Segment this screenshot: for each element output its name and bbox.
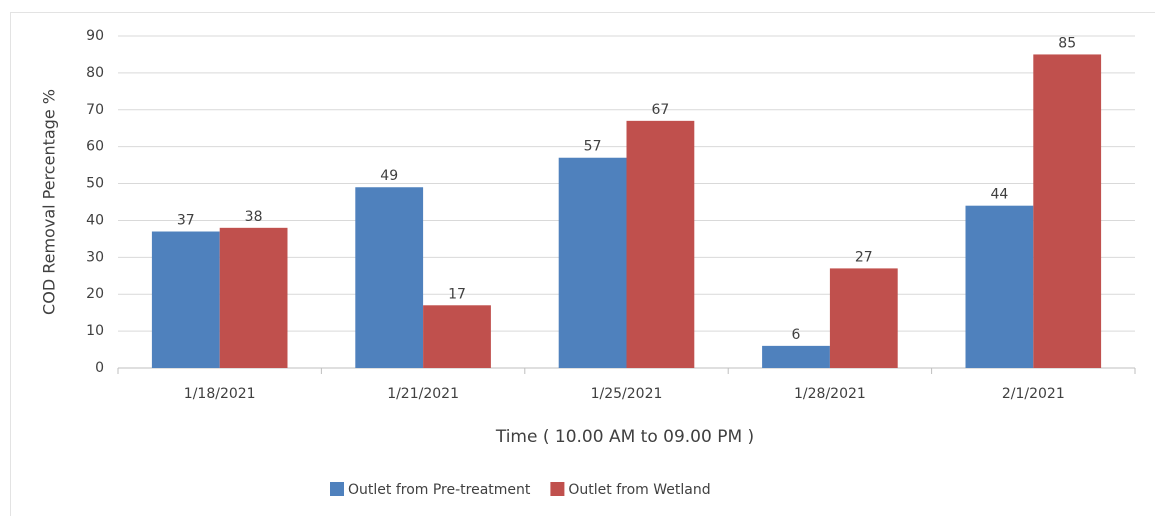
bar xyxy=(151,231,220,368)
y-tick-label: 30 xyxy=(86,249,104,265)
y-tick-label: 60 xyxy=(86,139,104,155)
data-label: 38 xyxy=(245,209,263,225)
bar xyxy=(762,345,830,368)
data-label: 44 xyxy=(990,187,1008,203)
bar xyxy=(423,305,491,368)
y-tick-label: 0 xyxy=(95,360,104,376)
x-tick-label: 2/1/2021 xyxy=(1002,386,1065,402)
bar xyxy=(355,187,424,368)
chart-border xyxy=(10,12,1155,516)
legend-label: Outlet from Wetland xyxy=(568,482,710,498)
y-tick-label: 10 xyxy=(86,323,104,339)
bar xyxy=(965,205,1034,368)
data-label: 17 xyxy=(448,286,466,302)
y-tick-label: 40 xyxy=(86,212,104,228)
data-label: 67 xyxy=(651,102,669,118)
y-tick-label: 80 xyxy=(86,65,104,81)
x-tick-label: 1/18/2021 xyxy=(184,386,256,402)
bar xyxy=(558,157,627,368)
bar xyxy=(829,268,898,368)
data-label: 57 xyxy=(584,139,602,155)
bar xyxy=(219,227,288,368)
legend-swatch xyxy=(330,482,344,496)
legend-label: Outlet from Pre-treatment xyxy=(348,482,531,498)
data-label: 49 xyxy=(380,168,398,184)
y-tick-label: 20 xyxy=(86,286,104,302)
bar xyxy=(1033,54,1102,368)
x-tick-label: 1/21/2021 xyxy=(387,386,459,402)
data-label: 6 xyxy=(792,327,801,343)
bar xyxy=(626,120,695,368)
x-axis-title: Time ( 10.00 AM to 09.00 PM ) xyxy=(495,427,754,447)
y-tick-label: 90 xyxy=(86,28,104,44)
legend-swatch xyxy=(550,482,565,496)
x-tick-label: 1/28/2021 xyxy=(794,386,866,402)
data-label: 37 xyxy=(177,213,195,229)
data-label: 85 xyxy=(1058,35,1076,51)
y-axis-title: COD Removal Percentage % xyxy=(40,89,59,315)
x-tick-label: 1/25/2021 xyxy=(591,386,663,402)
y-tick-label: 70 xyxy=(86,102,104,118)
y-tick-label: 50 xyxy=(86,176,104,192)
data-label: 27 xyxy=(855,249,873,265)
